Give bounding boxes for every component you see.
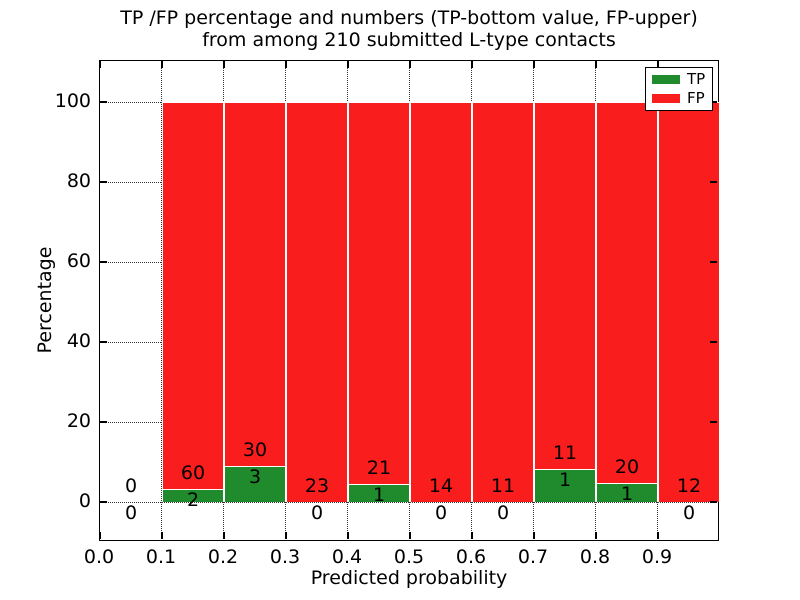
bar-segment-tp (162, 489, 224, 502)
x-tick-label: 0.0 (83, 546, 115, 568)
bar-segment-tp (348, 483, 410, 502)
x-tick-mark (99, 532, 101, 539)
x-tick-label: 0.8 (579, 546, 611, 568)
fp-count-label: 23 (304, 475, 330, 497)
x-tick-label: 0.7 (517, 546, 549, 568)
fp-count-label: 20 (614, 455, 640, 478)
chart-title-line2: from among 210 submitted L-type contacts (202, 29, 616, 51)
x-tick-mark (285, 532, 287, 539)
x-tick-mark (595, 532, 597, 539)
tp-count-label: 0 (124, 502, 138, 524)
y-tick-label: 80 (66, 170, 91, 192)
fp-count-label: 0 (124, 475, 138, 497)
x-tick-label: 0.9 (641, 546, 673, 568)
bar-segment-fp (534, 102, 596, 469)
vertical-gridline (161, 61, 163, 539)
x-tick-label: 0.4 (331, 546, 363, 568)
y-tick-mark (100, 261, 107, 263)
x-tick-mark (471, 532, 473, 539)
x-tick-label: 0.2 (207, 546, 239, 568)
y-tick-mark (100, 501, 107, 503)
fp-count-label: 21 (366, 456, 392, 479)
y-tick-label: 60 (66, 250, 91, 272)
legend-item-fp: FP (646, 91, 712, 106)
y-tick-mark (100, 101, 107, 103)
x-tick-mark (347, 532, 349, 539)
x-tick-mark-top (409, 61, 411, 68)
tp-count-label: 1 (558, 468, 572, 491)
tp-count-label: 0 (682, 502, 696, 524)
x-tick-mark-top (285, 61, 287, 68)
y-tick-label: 40 (66, 330, 91, 352)
x-tick-mark (161, 532, 163, 539)
x-tick-mark (533, 532, 535, 539)
bar-segment-fp (162, 102, 224, 490)
y-tick-mark-right (710, 181, 717, 183)
bar-segment-fp (224, 102, 286, 466)
chart-title-line1: TP /FP percentage and numbers (TP-bottom… (120, 7, 698, 29)
tp-count-label: 0 (434, 502, 448, 524)
tp-count-label: 3 (248, 465, 262, 488)
chart-title: TP /FP percentage and numbers (TP-bottom… (99, 7, 719, 51)
y-tick-label: 20 (66, 410, 91, 432)
fp-count-label: 11 (552, 441, 578, 464)
tp-count-label: 1 (620, 482, 634, 505)
bar-segment-fp (410, 102, 472, 502)
legend: TP FP (645, 67, 713, 111)
tp-count-label: 0 (496, 502, 510, 524)
x-axis-label: Predicted probability (310, 567, 508, 589)
y-tick-mark (100, 421, 107, 423)
x-tick-mark-top (161, 61, 163, 68)
bar-segment-fp (286, 102, 348, 502)
fp-color-swatch (652, 94, 680, 103)
fp-count-label: 60 (180, 462, 206, 485)
fp-count-label: 14 (428, 475, 454, 497)
y-tick-mark (100, 181, 107, 183)
bar-segment-fp (596, 102, 658, 483)
fp-count-label: 30 (242, 438, 268, 461)
x-tick-mark (409, 532, 411, 539)
x-tick-mark (657, 532, 659, 539)
tp-count-label: 1 (372, 483, 386, 506)
y-axis-label: Percentage (34, 246, 56, 354)
y-tick-mark-right (710, 421, 717, 423)
tp-color-swatch (652, 75, 680, 84)
bar-segment-tp (596, 482, 658, 502)
y-tick-mark (100, 341, 107, 343)
x-tick-label: 0.1 (145, 546, 177, 568)
horizontal-gridline (100, 502, 717, 503)
x-tick-label: 0.6 (455, 546, 487, 568)
y-tick-label: 100 (54, 90, 91, 112)
fp-count-label: 12 (676, 475, 702, 497)
x-tick-label: 0.5 (393, 546, 425, 568)
y-tick-mark-right (710, 341, 717, 343)
y-tick-mark-right (710, 501, 717, 503)
bar-segment-tp (534, 468, 596, 502)
x-tick-mark (223, 532, 225, 539)
x-tick-mark-top (99, 61, 101, 68)
y-tick-mark-right (710, 261, 717, 263)
y-tick-mark-right (710, 101, 717, 103)
x-tick-mark-top (533, 61, 535, 68)
bar-segment-fp (658, 102, 720, 502)
bar-segment-fp (348, 102, 410, 484)
legend-item-tp: TP (646, 72, 712, 87)
plot-area: 0 0 60 2 30 3 23 0 21 1 14 0 11 0 11 1 20 1 12 0 (99, 60, 720, 541)
legend-label-fp: FP (687, 89, 705, 107)
x-tick-mark-top (657, 61, 659, 68)
fp-count-label: 11 (490, 475, 516, 497)
x-tick-mark-top (471, 61, 473, 68)
x-tick-mark-top (223, 61, 225, 68)
x-tick-mark-top (347, 61, 349, 68)
legend-label-tp: TP (687, 70, 706, 88)
x-tick-label: 0.3 (269, 546, 301, 568)
bar-segment-tp (224, 465, 286, 502)
bar-segment-fp (472, 102, 534, 502)
y-tick-label: 0 (78, 490, 91, 512)
tp-count-label: 2 (186, 489, 200, 512)
tp-count-label: 0 (310, 502, 324, 524)
x-tick-mark-top (595, 61, 597, 68)
